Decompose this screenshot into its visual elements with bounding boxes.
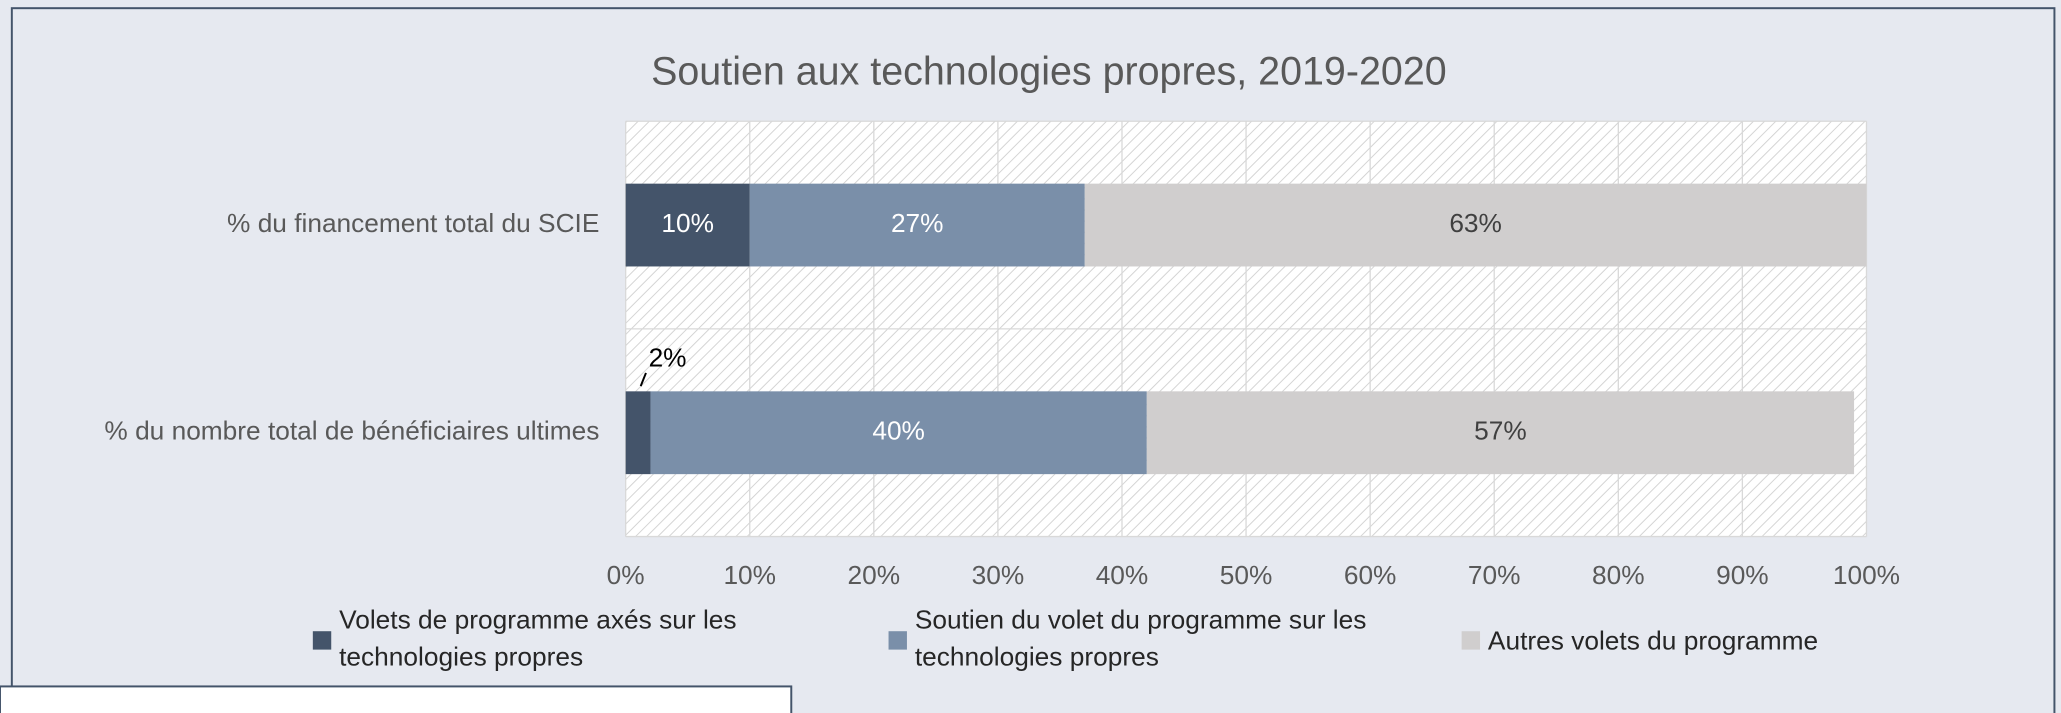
data-label: 40% bbox=[872, 416, 925, 446]
x-tick-label: 100% bbox=[1833, 560, 1900, 590]
data-label: 10% bbox=[661, 208, 714, 238]
x-tick-label: 0% bbox=[607, 560, 645, 590]
y-tick-label: % du financement total du SCIE bbox=[227, 208, 599, 238]
x-tick-label: 50% bbox=[1220, 560, 1273, 590]
frame bbox=[10, 7, 2056, 713]
bar-segment bbox=[1146, 391, 1855, 475]
x-tick-label: 80% bbox=[1592, 560, 1645, 590]
legend-item: Autres volets du programme bbox=[1487, 627, 1819, 657]
bar-segment bbox=[1084, 183, 1867, 267]
leader-line bbox=[639, 372, 647, 387]
x-tick-label: 10% bbox=[723, 560, 776, 590]
data-label: 27% bbox=[891, 208, 944, 238]
x-tick-label: 30% bbox=[972, 560, 1025, 590]
x-tick-label: 70% bbox=[1468, 560, 1521, 590]
legend-swatch bbox=[888, 631, 907, 650]
x-tick-label: 60% bbox=[1344, 560, 1397, 590]
data-label: 63% bbox=[1449, 208, 1502, 238]
data-label: 2% bbox=[649, 343, 687, 373]
x-tick-label: 20% bbox=[848, 560, 901, 590]
bar-segment bbox=[650, 391, 1147, 475]
legend-swatch bbox=[1461, 631, 1481, 650]
overlay-box bbox=[0, 685, 793, 713]
x-tick-label: 40% bbox=[1096, 560, 1149, 590]
legend-label: Volets de programme axés sur les technol… bbox=[339, 606, 737, 672]
chart-title: Soutien aux technologies propres, 2019-2… bbox=[651, 49, 1447, 93]
legend-item: Soutien du volet du programme sur les te… bbox=[914, 606, 1367, 672]
bar-segment bbox=[749, 183, 1085, 267]
data-label: 57% bbox=[1474, 416, 1527, 446]
legend-label: Soutien du volet du programme sur les te… bbox=[914, 606, 1367, 672]
legend-label: Autres volets du programme bbox=[1487, 627, 1819, 657]
x-tick-label: 90% bbox=[1716, 560, 1769, 590]
y-tick-label: % du nombre total de bénéficiaires ultim… bbox=[104, 416, 599, 446]
legend-item: Volets de programme axés sur les technol… bbox=[339, 606, 737, 672]
bar-segment bbox=[625, 391, 651, 475]
bar-segment bbox=[625, 183, 750, 267]
legend-swatch bbox=[312, 631, 332, 650]
